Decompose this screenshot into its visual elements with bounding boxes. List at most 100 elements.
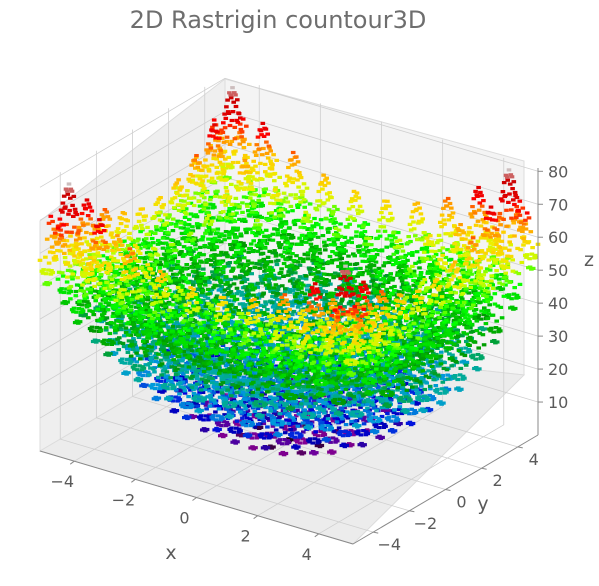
surface-point [168, 243, 174, 247]
surface-point [429, 249, 434, 253]
surface-point [205, 314, 210, 318]
surface-point [303, 296, 309, 300]
surface-point [277, 214, 282, 218]
surface-point [123, 218, 129, 222]
surface-point [207, 242, 213, 246]
surface-point [337, 257, 343, 261]
surface-point [237, 346, 242, 350]
surface-point [76, 262, 81, 267]
surface-point [302, 252, 308, 256]
surface-point [228, 216, 234, 221]
surface-point [225, 292, 231, 296]
surface-point [177, 193, 183, 197]
surface-point [247, 174, 252, 178]
surface-point [159, 204, 165, 209]
surface-point [246, 292, 251, 296]
surface-point [382, 199, 387, 203]
surface-point [131, 292, 136, 296]
surface-point [487, 245, 493, 249]
surface-point [389, 322, 394, 326]
surface-point [406, 235, 411, 239]
surface-point [230, 313, 235, 317]
surface-point [132, 301, 137, 305]
surface-point [150, 278, 156, 282]
surface-point [472, 211, 478, 215]
surface-point [275, 231, 281, 235]
surface-point [363, 316, 368, 320]
surface-point [465, 233, 470, 237]
surface-point [453, 229, 459, 233]
surface-point [212, 375, 218, 380]
surface-point [316, 189, 322, 194]
surface-point [178, 221, 184, 225]
surface-point [287, 288, 293, 292]
surface-point [92, 255, 97, 259]
surface-point [250, 199, 255, 203]
surface-point [403, 268, 409, 272]
surface-point [61, 274, 66, 278]
surface-point [186, 233, 192, 237]
surface-point [170, 229, 176, 233]
surface-point [82, 236, 87, 240]
surface-point [162, 223, 168, 227]
surface-point [150, 297, 155, 301]
surface-point [297, 301, 302, 305]
surface-point [248, 242, 254, 246]
surface-point [417, 206, 422, 210]
surface-point [269, 301, 275, 305]
surface-point [270, 238, 276, 242]
surface-point [255, 178, 260, 182]
surface-point [364, 295, 370, 299]
surface-point [384, 287, 389, 291]
surface-point [385, 199, 390, 203]
surface-point [174, 181, 180, 185]
surface-point [221, 172, 226, 176]
surface-point [285, 210, 290, 214]
surface-point [470, 205, 475, 209]
surface-point [317, 251, 323, 255]
surface-point [446, 315, 452, 319]
surface-point [447, 201, 453, 206]
surface-point [361, 223, 366, 227]
surface-point [175, 219, 180, 223]
surface-point [241, 256, 247, 260]
surface-point [323, 178, 328, 182]
surface-point [217, 284, 222, 288]
surface-point [100, 217, 106, 221]
surface-point [302, 292, 308, 296]
surface-point [416, 260, 422, 264]
surface-point [140, 268, 146, 272]
surface-point [234, 286, 240, 290]
surface-point [352, 218, 357, 222]
surface-point [224, 347, 229, 351]
surface-point [432, 269, 438, 273]
surface-point [226, 197, 231, 201]
surface-point [212, 194, 218, 198]
surface-point [211, 118, 217, 122]
surface-point [232, 298, 238, 302]
surface-point [459, 260, 465, 264]
surface-point [293, 287, 298, 291]
surface-point [198, 293, 204, 297]
surface-point [274, 364, 279, 368]
surface-point [276, 192, 281, 196]
surface-point [133, 224, 139, 229]
surface-point [338, 247, 343, 251]
surface-point [398, 255, 404, 259]
surface-point [223, 203, 228, 207]
surface-point [173, 224, 179, 228]
surface-point [276, 212, 282, 216]
surface-point [442, 222, 447, 226]
surface-point [198, 245, 203, 249]
surface-point [177, 253, 183, 257]
surface-point [233, 196, 239, 200]
surface-point [419, 220, 424, 224]
surface-point [239, 293, 244, 297]
surface-point [231, 282, 237, 286]
surface-point [250, 288, 256, 292]
surface-point [341, 305, 347, 309]
surface-point [93, 268, 99, 272]
surface-point [327, 260, 332, 264]
surface-point [141, 327, 146, 331]
surface-point [69, 275, 75, 279]
